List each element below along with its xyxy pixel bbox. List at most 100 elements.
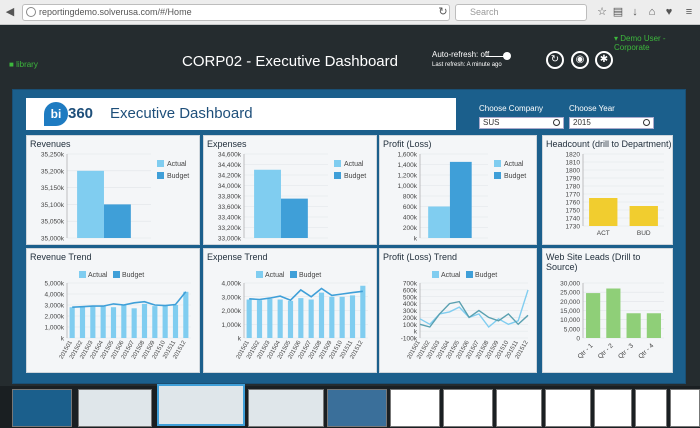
y-tick-label: 5,000	[564, 326, 581, 333]
bar	[267, 298, 273, 338]
settings-button[interactable]: ✱	[595, 51, 613, 69]
chart-svg: 35,250k 35,200k 35,150k 35,100k 35,050k 35,00…	[41, 152, 189, 243]
chart-title: Revenues	[30, 139, 71, 149]
thumbnail[interactable]	[545, 389, 591, 427]
thumbnail[interactable]	[670, 389, 700, 427]
download-icon[interactable]: ↓	[632, 6, 638, 18]
chart-title: Headcount (drill to Department)	[546, 139, 672, 149]
logo-number: 360	[68, 105, 94, 122]
chart-panel[interactable]: Headcount (drill to Department) 1820 1810 1…	[542, 135, 673, 245]
thumbnail[interactable]	[248, 389, 324, 427]
menu-icon[interactable]: ≡	[685, 6, 693, 18]
y-tick-label: 35,000k	[41, 236, 65, 243]
chart-title: Expenses	[207, 139, 247, 149]
bar	[589, 198, 618, 226]
legend-swatch	[157, 160, 164, 167]
legend-swatch	[334, 160, 341, 167]
chart-title: Web Site Leads (Drill to Source)	[546, 252, 641, 272]
url-bar[interactable]: reportingdemo.solverusa.com/#/Home	[22, 4, 450, 21]
chart-title: Profit (Loss) Trend	[383, 252, 458, 262]
reload-icon[interactable]: ↻	[438, 6, 448, 18]
y-tick-label: 200k	[403, 225, 418, 232]
y-tick-label: 1780	[566, 184, 581, 191]
chart-panel[interactable]: Revenue Trend 5,000k 4,000k 3,000k 2,000k 1,0…	[26, 248, 200, 373]
chart-svg: 30,00025,00020,00015,00010,0005,0000Qtr …	[560, 281, 664, 360]
back-icon[interactable]: ◀	[5, 6, 15, 18]
legend-label: Actual	[344, 161, 364, 168]
y-tick-label: 1760	[566, 200, 581, 207]
eye-icon: ◉	[575, 54, 585, 65]
bar	[121, 305, 127, 338]
year-value: 2015	[573, 118, 591, 127]
refresh-button[interactable]: ↻	[546, 51, 564, 69]
thumbnail[interactable]	[78, 389, 152, 427]
bar	[110, 307, 117, 338]
bar	[606, 288, 621, 338]
chart-svg: 34,600k 34,400k 34,200k 34,000k 33,800k 33,60…	[218, 152, 366, 243]
dashboard-banner: bi 360 Executive Dashboard	[26, 98, 456, 130]
y-tick-label: 35,050k	[41, 219, 65, 226]
search-icon[interactable]	[643, 119, 650, 126]
bar	[586, 293, 601, 338]
thumbnail[interactable]	[327, 389, 387, 427]
thumbnail[interactable]	[12, 389, 72, 427]
y-tick-label: 1,000k	[44, 325, 64, 332]
y-tick-label: 600k	[403, 287, 418, 294]
y-tick-label: 34,000k	[218, 183, 242, 190]
y-tick-label: 400k	[403, 301, 418, 308]
star-icon[interactable]: ☆	[597, 6, 607, 18]
bar	[79, 306, 86, 338]
thumbnail[interactable]	[635, 389, 667, 427]
pocket-icon[interactable]: ♥	[665, 6, 673, 18]
thumbnail[interactable]	[157, 384, 245, 426]
y-tick-label: 33,800k	[218, 194, 242, 201]
company-value: SUS	[483, 118, 500, 127]
browser-search-input[interactable]: Search	[455, 4, 587, 21]
chart-title: Expense Trend	[207, 252, 268, 262]
y-tick-label: 1770	[566, 192, 581, 199]
y-tick-label: 2,000k	[44, 314, 64, 321]
chart-panel[interactable]: Profit (Loss) Trend 700k 600k 500k 400k 300k 2…	[379, 248, 537, 373]
library-link[interactable]: ■ library	[9, 60, 38, 69]
y-tick-label: 33,400k	[218, 215, 242, 222]
chart-panel[interactable]: Web Site Leads (Drill to Source) 30,000 25…	[542, 248, 673, 373]
thumbnail-strip	[0, 384, 700, 428]
y-tick-label: 30,000	[560, 281, 580, 288]
search-icon[interactable]	[553, 119, 560, 126]
legend-swatch	[494, 160, 501, 167]
thumbnail[interactable]	[390, 389, 440, 427]
company-input[interactable]: SUS	[479, 117, 564, 129]
bar	[329, 296, 335, 338]
year-input[interactable]: 2015	[569, 117, 654, 129]
y-tick-label: 200k	[403, 315, 418, 322]
chart-panel[interactable]: Expenses 34,600k 34,400k 34,200k 34,000k 33,8…	[203, 135, 377, 245]
chart-panel[interactable]: Revenues 35,250k 35,200k 35,150k 35,100k 35,0…	[26, 135, 200, 245]
y-tick-label: 34,600k	[218, 152, 242, 159]
y-tick-label: 0	[576, 336, 580, 343]
legend-swatch	[113, 271, 120, 278]
company-label: Choose Company	[479, 104, 544, 113]
bar	[277, 299, 283, 338]
bar	[152, 306, 158, 338]
view-button[interactable]: ◉	[571, 51, 589, 69]
user-menu[interactable]: ▾ Demo User - Corporate	[614, 34, 666, 52]
thumbnail[interactable]	[594, 389, 632, 427]
clipboard-icon[interactable]: ▤	[612, 6, 624, 18]
thumbnail[interactable]	[443, 389, 493, 427]
autorefresh-toggle[interactable]	[503, 52, 511, 60]
bar	[360, 285, 366, 338]
thumbnail[interactable]	[496, 389, 542, 427]
y-tick-label: k	[238, 336, 242, 343]
budget-line	[72, 291, 187, 308]
y-tick-label: -100k	[401, 336, 418, 343]
chart-panel[interactable]: Expense Trend 4,000k 3,000k 2,000k 1,000k k Ac…	[203, 248, 377, 373]
y-tick-label: 33,000k	[218, 236, 242, 243]
y-tick-label: 400k	[403, 215, 418, 222]
chart-panel[interactable]: Profit (Loss) 1,600k 1,400k 1,200k 1,000k 800…	[379, 135, 537, 245]
legend-label: Actual	[167, 161, 187, 168]
y-tick-label: 34,400k	[218, 162, 242, 169]
legend-swatch	[466, 271, 473, 278]
home-icon[interactable]: ⌂	[648, 6, 656, 18]
autorefresh-toggle-track[interactable]	[486, 56, 504, 57]
